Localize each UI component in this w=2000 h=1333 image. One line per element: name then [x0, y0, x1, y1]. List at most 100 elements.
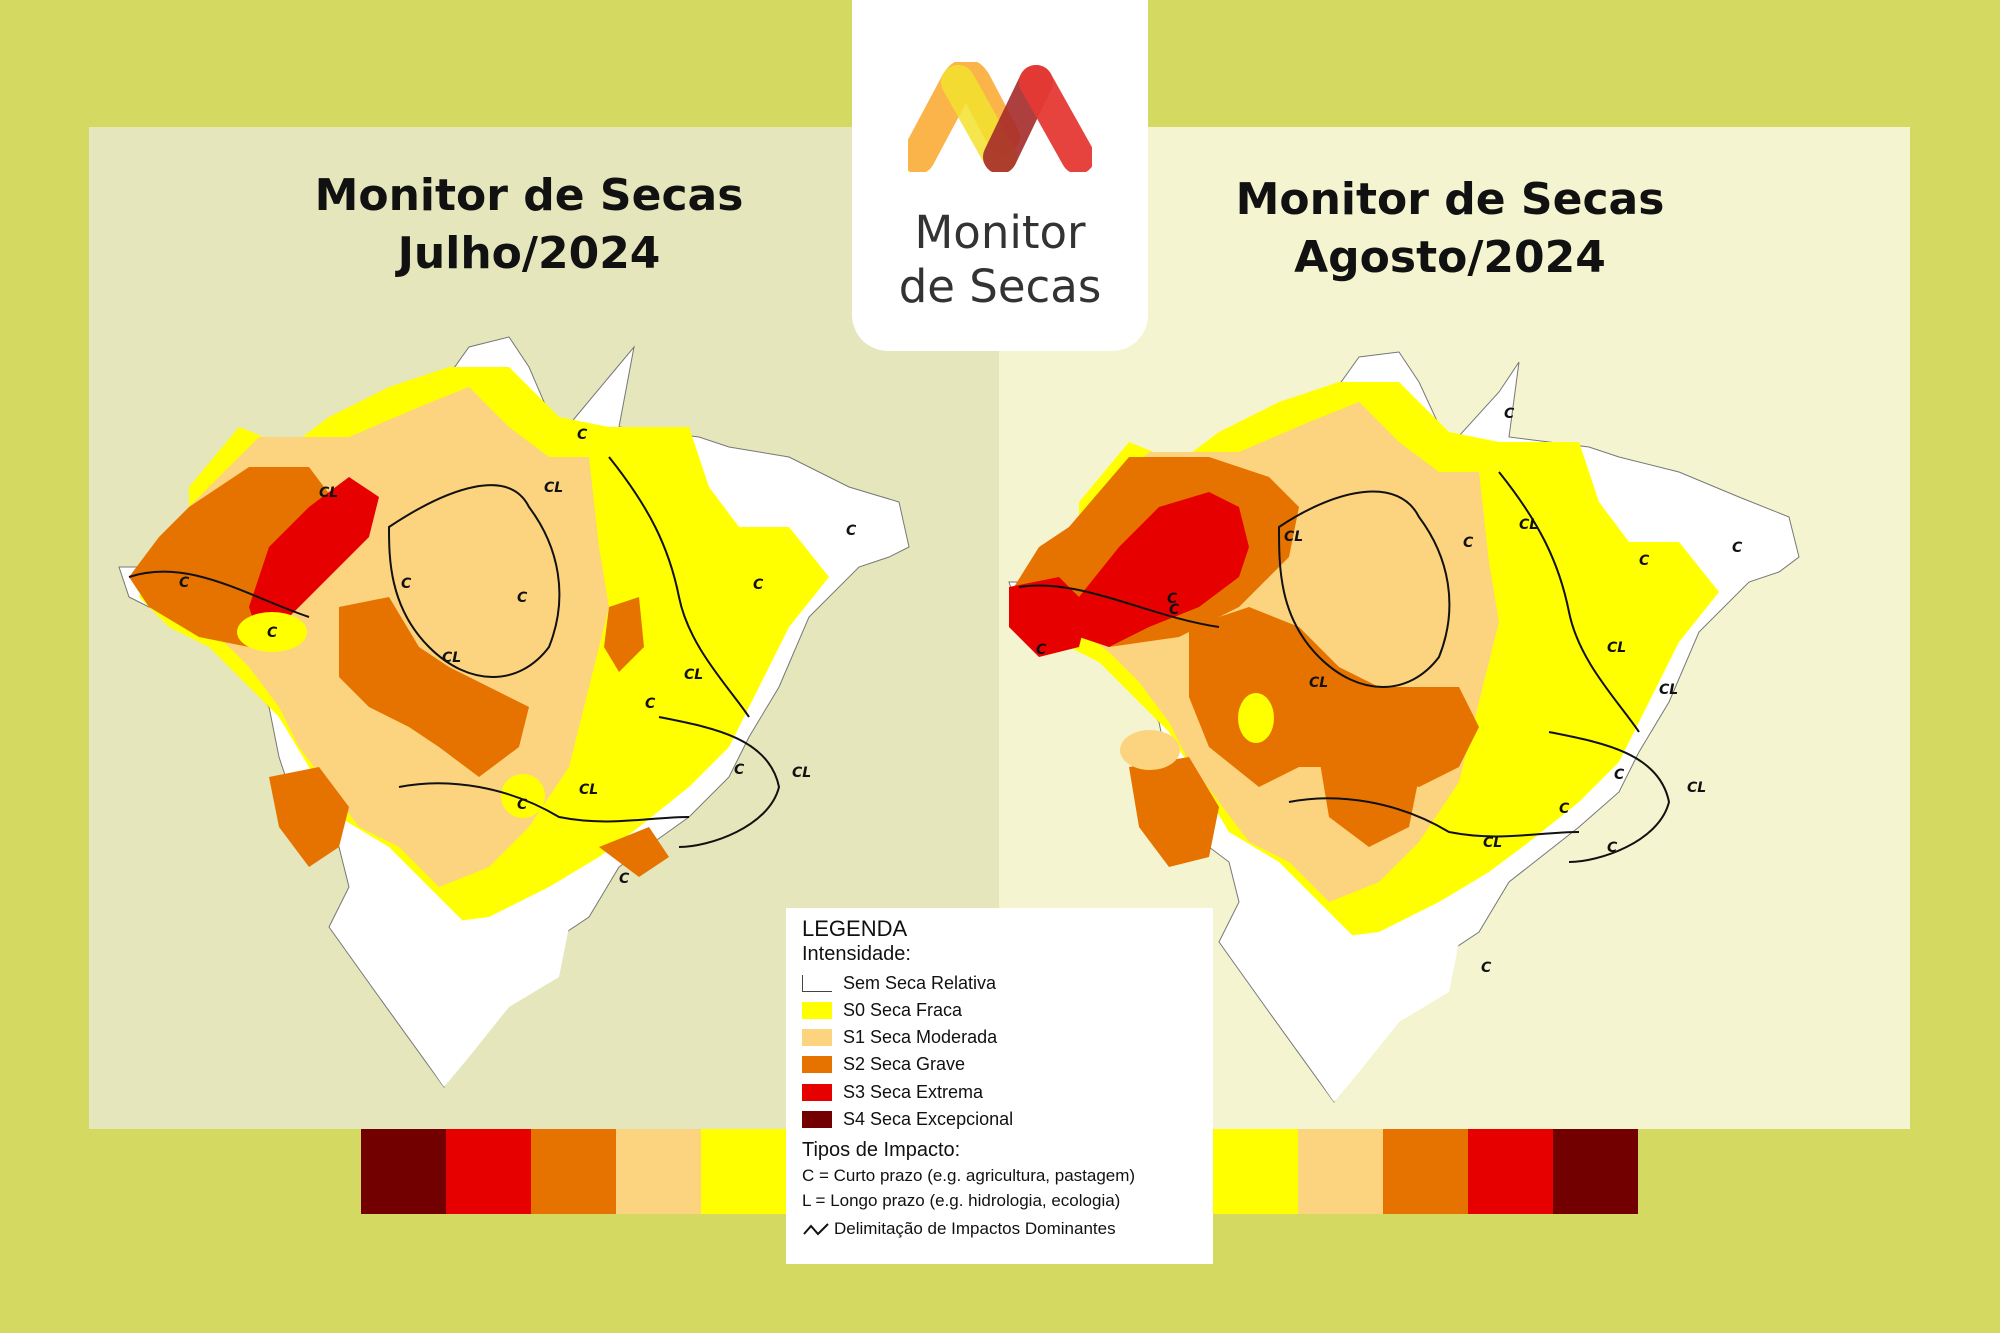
strip-swatch-s4 [361, 1129, 446, 1214]
map-title-line2: Agosto/2024 [1294, 232, 1606, 283]
impact-boundary [1548, 731, 1671, 863]
strip-swatch-s4 [1553, 1129, 1638, 1214]
no-drought-south [369, 917, 569, 1087]
impact-label: C [1167, 591, 1178, 607]
s0-pocket [1120, 730, 1180, 770]
impact-label: C [179, 575, 190, 591]
strip-swatch-s0 [701, 1129, 786, 1214]
no-drought-south [1259, 932, 1459, 1102]
map-panel-july: Monitor de Secas Julho/2024 CL CL C C C [89, 127, 999, 1129]
impact-label: C [1559, 801, 1570, 817]
impact-boundary [1288, 797, 1580, 838]
impact-label: C [577, 427, 588, 443]
s2-region [1189, 607, 1479, 787]
impact-label: CL [579, 782, 598, 798]
strip-swatch-s2 [1383, 1129, 1468, 1214]
impact-label: CL [684, 667, 703, 683]
impact-label: C [846, 523, 857, 539]
legend-label: S4 Seca Excepcional [843, 1109, 1014, 1129]
legend-impact-short: C = Curto prazo (e.g. agricultura, pasta… [802, 1166, 1136, 1185]
strip-swatch-s1 [616, 1129, 701, 1214]
brazil-drought-map-august: CL CL C C C C C CL CL CL C C CL CL C C C… [1008, 351, 1800, 1103]
impact-boundary [128, 570, 310, 618]
impact-label: C [1732, 540, 1743, 556]
impact-label: CL [544, 480, 563, 496]
impact-boundary [658, 716, 781, 848]
impact-boundary [1018, 584, 1220, 628]
impact-label: C [267, 625, 278, 641]
strip-swatch-s0 [1213, 1129, 1298, 1214]
legend-swatch [802, 1084, 832, 1101]
s0-pocket [237, 612, 307, 652]
legend-label: Sem Seca Relativa [843, 973, 997, 993]
impact-label: C [645, 696, 656, 712]
map-title-line2: Julho/2024 [397, 228, 661, 279]
legend-impact-title: Tipos de Impacto: [802, 1139, 961, 1161]
logo-line2: de Secas [898, 260, 1102, 313]
logo-line1: Monitor [914, 206, 1086, 259]
boundary-line-icon [803, 1223, 829, 1236]
s2-region [269, 767, 349, 867]
impact-label: CL [1309, 675, 1328, 691]
impact-label: CL [1607, 640, 1626, 656]
impact-label: CL [442, 650, 461, 666]
impact-boundary [387, 484, 561, 678]
s3-region [1009, 577, 1089, 657]
legend-intensity-title: Intensidade: [802, 943, 911, 965]
legend-label: S0 Seca Fraca [843, 1000, 963, 1020]
impact-label: C [1607, 840, 1618, 856]
map-title-line1: Monitor de Secas [1235, 174, 1665, 225]
legend-swatch [802, 1002, 832, 1019]
legend-swatch [802, 1029, 832, 1046]
impact-label: CL [792, 765, 811, 781]
impact-label: C [517, 590, 528, 606]
impact-label: C [1463, 535, 1474, 551]
s0-pocket [501, 774, 545, 818]
map-title-august: Monitor de Secas Agosto/2024 [1100, 171, 1800, 287]
impact-label: C [619, 871, 630, 887]
color-strip-right [1213, 1129, 1639, 1214]
logo-text: Monitor de Secas [852, 206, 1148, 314]
s2-region [1129, 757, 1219, 867]
strip-swatch-s1 [1298, 1129, 1383, 1214]
impact-label: C [401, 576, 412, 592]
map-title-line1: Monitor de Secas [314, 170, 744, 221]
brazil-drought-map-july: CL CL C C C C CL C C CL C C CL CL C C C [118, 336, 910, 1088]
impact-label: C [1481, 960, 1492, 976]
legend-swatch [802, 1111, 832, 1128]
strip-swatch-s3 [446, 1129, 531, 1214]
impact-label: C [1169, 602, 1180, 618]
impact-label: CL [1687, 780, 1706, 796]
impact-label: C [1036, 642, 1047, 658]
impact-boundary [608, 456, 750, 718]
s3-region [249, 477, 379, 637]
impact-label: C [517, 797, 528, 813]
legend-impact-long: L = Longo prazo (e.g. hidrologia, ecolog… [802, 1191, 1121, 1210]
impact-label: C [1614, 767, 1625, 783]
legend-title: LEGENDA [802, 916, 908, 941]
legend: LEGENDA Intensidade: Sem Seca Relativa S… [786, 908, 1213, 1264]
impact-label: C [1639, 553, 1650, 569]
impact-label: C [734, 762, 745, 778]
legend-label: S2 Seca Grave [843, 1054, 966, 1074]
strip-swatch-s3 [1468, 1129, 1553, 1214]
impact-label: CL [1483, 835, 1502, 851]
impact-label: C [753, 577, 764, 593]
color-strip-left [361, 1129, 786, 1214]
strip-swatch-s2 [531, 1129, 616, 1214]
impact-label: CL [319, 485, 338, 501]
impact-boundary [1498, 471, 1640, 733]
legend-swatch [802, 975, 832, 992]
logo-card: Monitor de Secas [852, 0, 1148, 351]
s3-region [1079, 492, 1249, 647]
s2-region [339, 597, 529, 777]
map-title-july: Monitor de Secas Julho/2024 [179, 167, 879, 283]
m-logo-icon [908, 62, 1092, 172]
s2-region [1319, 747, 1419, 847]
legend-label: S1 Seca Moderada [843, 1027, 998, 1047]
impact-label: CL [1284, 529, 1303, 545]
s2-region [599, 827, 669, 877]
legend-label: S3 Seca Extrema [843, 1082, 984, 1102]
impact-label: C [1504, 406, 1515, 422]
impact-label: CL [1519, 517, 1538, 533]
